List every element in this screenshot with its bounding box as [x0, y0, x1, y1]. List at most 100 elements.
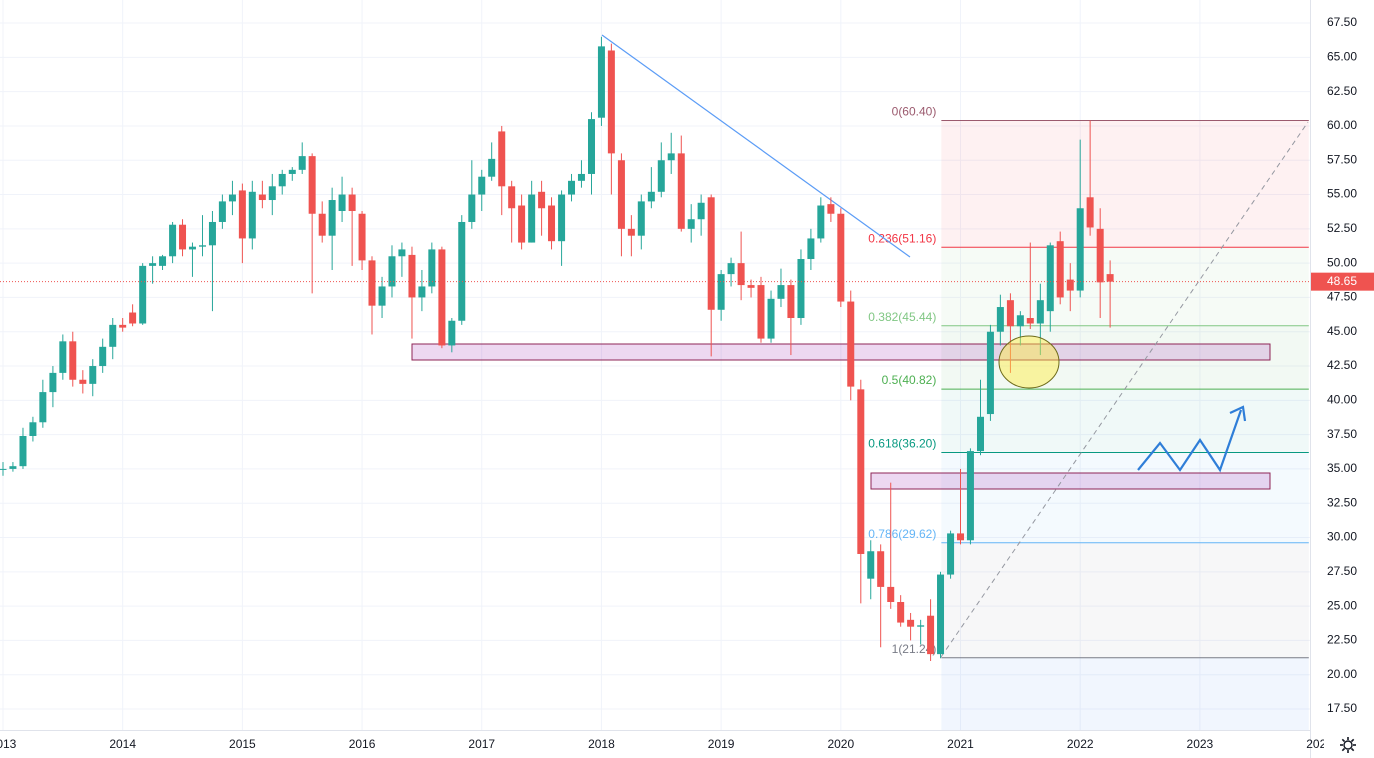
candle-body [448, 320, 456, 346]
candle-body [817, 205, 825, 239]
support-zone [870, 472, 1271, 490]
candle-body [767, 298, 775, 339]
fib-zone [941, 247, 1309, 326]
candle-body [458, 221, 466, 321]
candle-body [298, 156, 306, 170]
candle-body [139, 265, 147, 324]
candle-body [258, 194, 266, 201]
candle-body [917, 625, 925, 627]
candle-body [717, 274, 725, 310]
candle-body [1056, 241, 1064, 298]
y-tick-label: 57.50 [1327, 152, 1357, 166]
candle-body [358, 213, 366, 261]
time-axis: 2013 2014 2015 2016 2017 2018 2019 2020 2021 2022… [0, 737, 1324, 751]
candle-body [288, 169, 296, 174]
candle-body [837, 213, 845, 302]
candle-body [119, 324, 127, 328]
candle-body [59, 341, 67, 373]
grid [0, 0, 1310, 730]
candle-body [248, 191, 256, 239]
x-tick-label: 2017 [468, 737, 495, 751]
fib-trend-line [940, 121, 1309, 658]
candle-body [887, 586, 895, 602]
candle-body [897, 601, 905, 623]
candle-body [368, 260, 376, 306]
candle-body [99, 346, 107, 367]
y-tick-label: 32.50 [1327, 495, 1357, 509]
candle-body [697, 202, 705, 220]
candle-body [687, 219, 695, 229]
candle-body [69, 341, 77, 380]
gear-center [1343, 740, 1353, 750]
fib-level-label: 0(60.40) [892, 105, 937, 119]
candle-body [727, 263, 735, 275]
y-tick-label: 67.50 [1327, 15, 1357, 29]
candle-body [169, 224, 177, 257]
candle-body [777, 285, 785, 299]
candle-body [318, 213, 326, 236]
fib-zone [941, 389, 1309, 453]
candle-body [757, 285, 765, 339]
candle-body [1036, 300, 1044, 324]
candle-body [328, 200, 336, 236]
fib-level-label: 0.382(45.44) [868, 310, 936, 324]
candle-body [418, 286, 426, 298]
x-tick-label: 2014 [109, 737, 136, 751]
x-tick-label: 2013 [0, 737, 17, 751]
candle-body [498, 131, 506, 187]
candle-body [647, 191, 655, 202]
candle-body [29, 422, 37, 436]
highlight-ellipse [998, 335, 1060, 389]
x-tick-label: 2022 [1067, 737, 1094, 751]
candle-body [1006, 300, 1014, 327]
candle-body [937, 574, 945, 655]
candle-body [627, 228, 635, 236]
candle-body [308, 156, 316, 214]
fib-zone [941, 452, 1309, 543]
candle-body [1106, 274, 1114, 282]
candle-body [208, 221, 216, 246]
candle-body [857, 389, 865, 554]
y-tick-label: 65.00 [1327, 50, 1357, 64]
y-tick-label: 42.50 [1327, 358, 1357, 372]
candle-body [947, 533, 955, 575]
y-tick-label: 37.50 [1327, 427, 1357, 441]
candle-body [508, 186, 516, 209]
candle-body [268, 186, 276, 201]
settings-icon[interactable] [1340, 737, 1356, 753]
x-tick-label: 2019 [708, 737, 735, 751]
x-tick-label: 2020 [827, 737, 854, 751]
candle-body [976, 416, 984, 452]
candle-body [677, 153, 685, 229]
y-tick-label: 50.00 [1327, 255, 1357, 269]
candle-body [577, 173, 585, 181]
y-tick-label: 20.00 [1327, 667, 1357, 681]
candle-body [1086, 197, 1094, 228]
candles [0, 36, 1310, 661]
y-tick-label: 27.50 [1327, 564, 1357, 578]
x-tick-label: 2023 [1187, 737, 1214, 751]
candle-body [986, 331, 994, 415]
candle-body [1016, 315, 1024, 327]
candle-body [538, 191, 546, 209]
x-tick-label: 2015 [229, 737, 256, 751]
y-tick-label: 52.50 [1327, 221, 1357, 235]
candle-body [199, 245, 207, 247]
fib-zone [941, 120, 1309, 248]
candle-body [737, 263, 745, 286]
candle-body [79, 379, 87, 384]
support-zone [411, 343, 1271, 361]
candle-body [637, 201, 645, 236]
candle-body [1096, 228, 1104, 283]
candle-body [827, 204, 835, 214]
y-tick-label: 17.50 [1327, 701, 1357, 715]
y-tick-label: 45.00 [1327, 324, 1357, 338]
candle-body [1046, 245, 1054, 312]
candle-body [39, 392, 47, 423]
candle-body [438, 249, 446, 346]
candle-body [607, 50, 615, 154]
candle-body [238, 190, 246, 239]
price-axis: 17.50 20.00 22.50 25.00 27.50 30.00 32.50 35.00… [1311, 15, 1374, 715]
candle-body [797, 259, 805, 319]
candle-body [348, 194, 356, 212]
